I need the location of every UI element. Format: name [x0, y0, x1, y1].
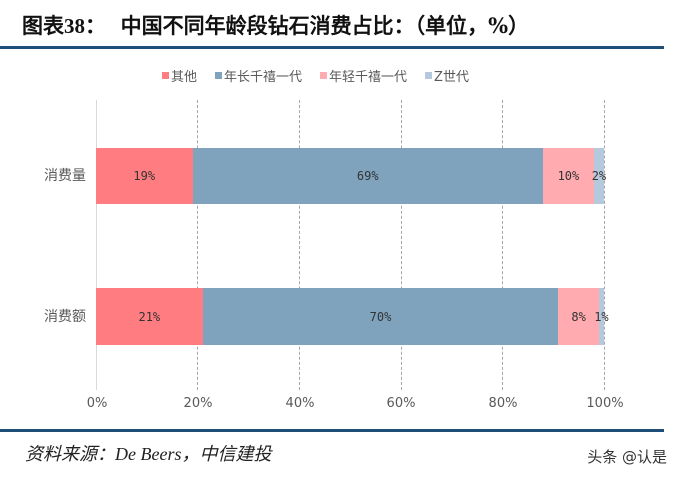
- gridline-0: [96, 100, 97, 390]
- x-tick: 80%: [488, 396, 518, 411]
- title-number: 38: [64, 14, 85, 38]
- legend-label: Z世代: [434, 70, 469, 85]
- bar-volume: 19% 69% 10% 2%: [96, 148, 606, 204]
- legend-label: 年长千禧一代: [224, 70, 303, 85]
- bar-segment-gen-z: 2%: [592, 148, 606, 204]
- x-tick: 60%: [386, 396, 416, 411]
- legend-swatch-icon: [425, 72, 433, 79]
- legend: 其他 年长千禧一代 年轻千禧一代 Z世代: [162, 66, 469, 85]
- x-tick: 0%: [86, 396, 108, 411]
- legend-swatch-icon: [162, 72, 169, 79]
- legend-swatch-icon: [320, 72, 328, 79]
- legend-item-other: 其他: [162, 66, 197, 85]
- legend-item-younger-millennials: 年轻千禧一代: [320, 66, 407, 85]
- top-divider: [0, 46, 664, 49]
- bar-segment-gen-z: 1%: [594, 288, 609, 345]
- gridline-100: [604, 100, 605, 390]
- title-prefix: 图表: [22, 13, 64, 38]
- legend-label: 年轻千禧一代: [329, 70, 408, 85]
- category-label-value: 消费额: [44, 309, 86, 325]
- bar-segment-other: 21%: [96, 288, 203, 345]
- legend-swatch-icon: [215, 72, 223, 79]
- gridline-20: [197, 100, 198, 390]
- gridline-80: [502, 100, 503, 390]
- category-label-volume: 消费量: [44, 168, 86, 184]
- watermark: 头条 @认是: [587, 448, 667, 466]
- x-tick: 20%: [183, 396, 213, 411]
- legend-label: 其他: [171, 70, 198, 85]
- gridline-40: [299, 100, 300, 390]
- title-text: 中国不同年龄段钻石消费占比：（单位，%）: [120, 13, 530, 38]
- x-tick: 100%: [586, 396, 624, 411]
- legend-item-older-millennials: 年长千禧一代: [215, 66, 302, 85]
- gridline-60: [401, 100, 402, 390]
- title-sep: ：: [85, 13, 106, 38]
- bar-segment-other: 19%: [96, 148, 193, 204]
- source-note: 资料来源：De Beers，中信建投: [25, 444, 272, 464]
- legend-item-gen-z: Z世代: [425, 66, 469, 85]
- bar-value: 21% 70% 8% 1%: [96, 288, 609, 345]
- x-tick: 40%: [285, 396, 315, 411]
- bar-segment-younger-millennials: 10%: [543, 148, 594, 204]
- bar-segment-older-millennials: 69%: [192, 148, 544, 204]
- bar-segment-younger-millennials: 8%: [558, 288, 599, 345]
- bar-segment-older-millennials: 70%: [202, 288, 559, 345]
- chart-title: 图表38： 中国不同年龄段钻石消费占比：（单位，%）: [22, 10, 529, 40]
- bottom-divider: [0, 429, 664, 432]
